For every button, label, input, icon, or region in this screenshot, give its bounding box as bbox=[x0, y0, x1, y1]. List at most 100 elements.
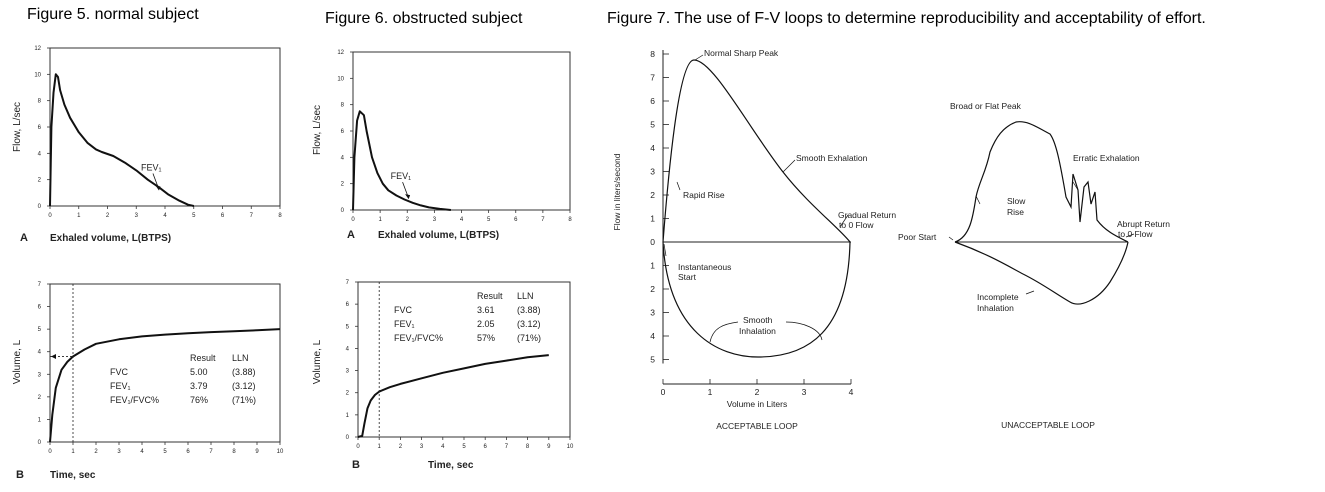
panel-letter: B bbox=[352, 459, 360, 471]
x-tick-label: 1 bbox=[708, 387, 713, 397]
y-tick-label: 0 bbox=[38, 204, 42, 210]
x-tick-label: 1 bbox=[71, 449, 75, 455]
y-tick-label: 4 bbox=[38, 151, 42, 157]
curve-line bbox=[49, 328, 281, 443]
x-tick-label: 3 bbox=[433, 217, 437, 223]
x-tick-label: 6 bbox=[484, 444, 488, 450]
unacceptable-annotation: to 0 Flow bbox=[1118, 229, 1153, 239]
table-cell: FEV₁/FVC% bbox=[110, 395, 159, 405]
y-tick-label: 0 bbox=[38, 440, 42, 446]
y-tick-label: 7 bbox=[650, 73, 655, 83]
y-tick-label: 12 bbox=[337, 50, 344, 56]
x-axis-label: Exhaled volume, L(BTPS) bbox=[378, 230, 499, 241]
plot-frame bbox=[49, 283, 281, 443]
acceptable-loop-label: ACCEPTABLE LOOP bbox=[716, 421, 798, 431]
acceptable-annotation: Start bbox=[678, 272, 697, 282]
y-tick-label: 0 bbox=[650, 237, 655, 247]
acceptable-annotation: Inhalation bbox=[739, 326, 776, 336]
x-tick-label: 8 bbox=[568, 217, 572, 223]
fig7-flow-volume-loops: 1 2 3 4 5 6 7 8 0 1 2 3 4 5 Flow in liters/second 0 1 2 3 4… bbox=[612, 48, 1170, 431]
x-tick-label: 3 bbox=[420, 444, 424, 450]
y-tick-label: 0 bbox=[341, 208, 345, 214]
x-tick-label: 6 bbox=[221, 213, 225, 219]
y-tick-label: 7 bbox=[38, 282, 42, 288]
x-tick-label: 9 bbox=[547, 444, 551, 450]
y-tick-label: 2 bbox=[346, 391, 350, 397]
table-cell: FVC bbox=[394, 305, 413, 315]
x-tick-label: 8 bbox=[232, 449, 236, 455]
x-tick-label: 2 bbox=[399, 444, 403, 450]
y-tick-label: 1 bbox=[650, 214, 655, 224]
y-tick-label: 4 bbox=[650, 143, 655, 153]
x-tick-label: 2 bbox=[406, 217, 410, 223]
x-axis-label: Time, sec bbox=[428, 460, 474, 471]
unacceptable-annotation: Slow bbox=[1007, 196, 1026, 206]
y-tick-label: 5 bbox=[346, 324, 350, 330]
table-cell: 57% bbox=[477, 333, 495, 343]
x-tick-label: 10 bbox=[277, 449, 284, 455]
plot-frame bbox=[49, 47, 281, 207]
curve-line bbox=[352, 110, 451, 211]
panel-letter: A bbox=[20, 232, 28, 244]
y-tick-label: 4 bbox=[650, 331, 655, 341]
table-cell: (71%) bbox=[232, 395, 256, 405]
y-tick-label: 12 bbox=[34, 46, 41, 52]
x-tick-label: 6 bbox=[514, 217, 518, 223]
acceptable-annotation: Smooth Exhalation bbox=[796, 153, 868, 163]
fev1-volume-arrowhead bbox=[51, 353, 56, 359]
x-tick-label: 6 bbox=[186, 449, 190, 455]
y-tick-label: 1 bbox=[38, 417, 42, 423]
leader-smooth-inhalation-left bbox=[709, 321, 739, 343]
fig7-title: Figure 7. The use of F-V loops to determ… bbox=[607, 10, 1206, 27]
y-tick-label: 6 bbox=[341, 129, 345, 135]
x-tick-label: 0 bbox=[48, 213, 52, 219]
table-cell: FEV₁ bbox=[394, 319, 415, 329]
x-tick-label: 1 bbox=[77, 213, 81, 219]
table-cell: 3.79 bbox=[190, 381, 208, 391]
panel-letter: B bbox=[16, 469, 24, 481]
y-tick-label: 2 bbox=[38, 178, 42, 184]
unacceptable-annotation: Rise bbox=[1007, 207, 1024, 217]
table-cell: (3.88) bbox=[517, 305, 541, 315]
x-tick-label: 4 bbox=[460, 217, 464, 223]
x-tick-label: 4 bbox=[163, 213, 167, 219]
y-tick-label: 5 bbox=[38, 327, 42, 333]
table-cell: (3.88) bbox=[232, 367, 256, 377]
y-tick-label: 1 bbox=[650, 261, 655, 271]
acceptable-expiratory-curve bbox=[662, 59, 851, 243]
y-tick-label: 3 bbox=[38, 372, 42, 378]
leader-poor-start bbox=[948, 236, 954, 241]
unacceptable-expiratory-curve bbox=[954, 121, 1129, 243]
leader-gradual-return bbox=[839, 214, 849, 228]
y-axis-label: Volume, L bbox=[312, 339, 323, 384]
y-tick-label: 2 bbox=[650, 284, 655, 294]
y-tick-label: 8 bbox=[341, 103, 345, 109]
table-cell: (3.12) bbox=[232, 381, 256, 391]
leader-smooth-exhalation bbox=[782, 159, 796, 173]
table-cell: 2.05 bbox=[477, 319, 495, 329]
table-cell: 5.00 bbox=[190, 367, 208, 377]
x-tick-label: 7 bbox=[541, 217, 545, 223]
table-cell: FEV₁ bbox=[110, 381, 131, 391]
curve-line bbox=[357, 354, 549, 438]
x-tick-label: 4 bbox=[849, 387, 854, 397]
acceptable-annotation: Gradual Return bbox=[838, 210, 896, 220]
table-header: LLN bbox=[517, 291, 534, 301]
y-tick-label: 8 bbox=[650, 49, 655, 59]
x-tick-label: 5 bbox=[487, 217, 491, 223]
x-tick-label: 9 bbox=[255, 449, 259, 455]
x-tick-label: 7 bbox=[250, 213, 254, 219]
leader-smooth-inhalation-right bbox=[785, 321, 823, 341]
y-tick-label: 3 bbox=[346, 369, 350, 375]
y-axis-label: Flow, L/sec bbox=[12, 102, 23, 152]
leader-slow-rise bbox=[975, 195, 981, 205]
table-cell: 76% bbox=[190, 395, 208, 405]
fev1-label: FEV₁ bbox=[141, 163, 162, 173]
x-tick-label: 5 bbox=[462, 444, 466, 450]
unacceptable-annotation: Inhalation bbox=[977, 303, 1014, 313]
table-cell: 3.61 bbox=[477, 305, 495, 315]
y-tick-label: 1 bbox=[346, 413, 350, 419]
x-tick-label: 5 bbox=[192, 213, 196, 219]
